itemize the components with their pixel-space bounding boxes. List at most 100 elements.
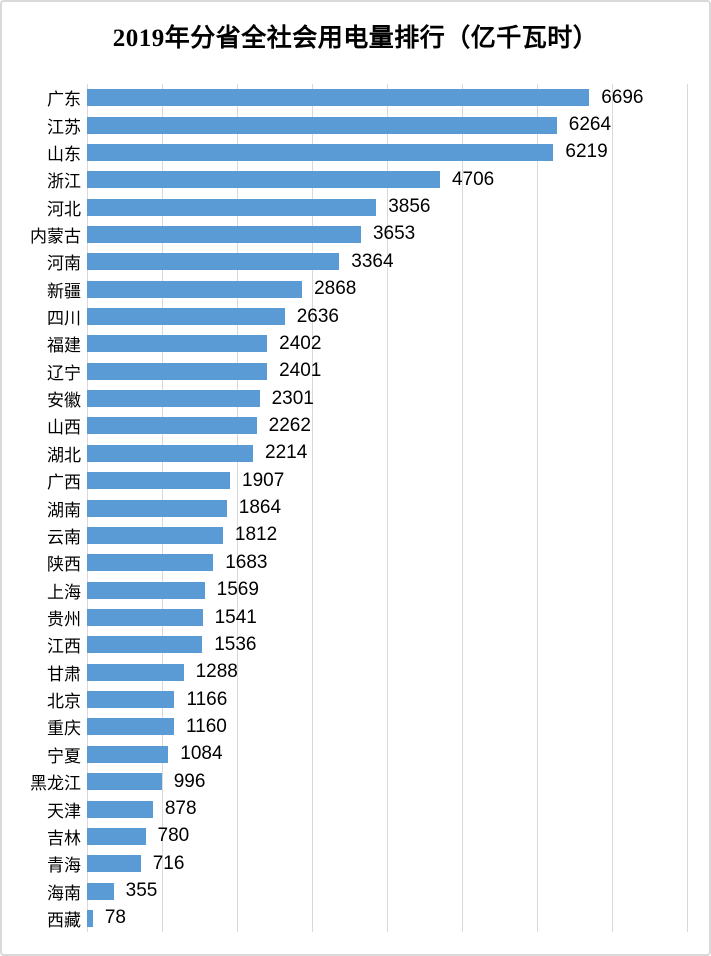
bar-zone: 716 xyxy=(87,850,709,877)
gridline xyxy=(312,84,313,932)
category-label: 山西 xyxy=(47,418,81,438)
bar-zone: 780 xyxy=(87,823,709,850)
bar-row: 海南 355 xyxy=(2,877,709,904)
value-label: 2301 xyxy=(271,387,314,409)
bar xyxy=(87,89,590,107)
bar-row: 贵州 1541 xyxy=(2,604,709,631)
category-label: 贵州 xyxy=(47,610,81,629)
bar xyxy=(87,198,377,216)
bar-zone: 6219 xyxy=(87,139,709,166)
bar-row: 重庆 1160 xyxy=(2,713,709,740)
gridline xyxy=(462,84,463,932)
bar xyxy=(87,526,223,544)
bar-row: 北京 1166 xyxy=(2,686,709,713)
bar-zone: 6264 xyxy=(87,111,709,138)
bar-zone: 1541 xyxy=(87,604,709,631)
bar xyxy=(87,882,114,900)
bar-row: 浙江 4706 xyxy=(2,166,709,193)
bar xyxy=(87,691,175,709)
bar-row: 广东 6696 xyxy=(2,84,709,111)
category-label: 山东 xyxy=(47,144,81,164)
value-label: 1166 xyxy=(186,688,228,710)
bar-zone: 2401 xyxy=(87,358,709,385)
value-label: 3364 xyxy=(351,250,394,272)
value-label: 1288 xyxy=(195,661,238,683)
value-label: 4706 xyxy=(451,168,495,190)
bar-row: 辽宁 2401 xyxy=(2,358,709,385)
value-label: 2402 xyxy=(279,332,322,354)
bar xyxy=(87,499,227,517)
category-label: 黑龙江 xyxy=(30,774,81,794)
value-label: 996 xyxy=(173,770,206,792)
bar-row: 上海 1569 xyxy=(2,576,709,603)
bar-row: 河北 3856 xyxy=(2,193,709,220)
gridline xyxy=(237,84,238,932)
category-label: 西藏 xyxy=(47,910,81,930)
category-label: 海南 xyxy=(47,883,81,903)
category-label: 吉林 xyxy=(47,828,81,848)
value-label: 1683 xyxy=(225,551,268,573)
bar-zone: 1683 xyxy=(87,549,709,576)
category-label: 新疆 xyxy=(47,281,81,301)
bar-zone: 1812 xyxy=(87,522,709,549)
value-label: 1541 xyxy=(214,606,257,628)
bar-row: 青海 716 xyxy=(2,850,709,877)
bar-zone: 1160 xyxy=(87,713,709,740)
value-label: 1812 xyxy=(234,524,278,546)
value-label: 780 xyxy=(157,825,190,847)
category-label: 甘肃 xyxy=(47,664,81,684)
category-label: 安徽 xyxy=(47,391,81,411)
bar-row: 山东 6219 xyxy=(2,139,709,166)
bar-zone: 3856 xyxy=(87,193,709,220)
bar xyxy=(87,581,205,599)
bar xyxy=(87,554,214,572)
value-label: 2868 xyxy=(314,278,357,300)
bar-row: 湖南 1864 xyxy=(2,494,709,521)
bar xyxy=(87,718,174,736)
bars-container: 广东 6696 江苏 6264 山东 6219 浙江 4706 河北 3856 内蒙古 3653 河南 3… xyxy=(2,84,709,932)
bar-zone: 1907 xyxy=(87,467,709,494)
value-label: 1907 xyxy=(242,469,285,491)
category-label: 天津 xyxy=(47,801,81,821)
category-label: 河北 xyxy=(47,199,81,219)
bar-zone: 2868 xyxy=(87,276,709,303)
value-label: 3653 xyxy=(372,223,416,245)
category-label: 浙江 xyxy=(47,172,81,192)
bar-zone: 355 xyxy=(87,877,709,904)
category-label: 上海 xyxy=(47,582,81,602)
bar-row: 宁夏 1084 xyxy=(2,741,709,768)
bar-zone: 1864 xyxy=(87,494,709,521)
bar xyxy=(87,609,203,626)
bar-row: 陕西 1683 xyxy=(2,549,709,576)
bar xyxy=(87,171,440,189)
bar-row: 黑龙江 996 xyxy=(2,768,709,795)
bar xyxy=(87,362,268,380)
category-label: 内蒙古 xyxy=(30,226,81,246)
category-label: 福建 xyxy=(47,336,81,356)
bar xyxy=(87,909,93,927)
category-label: 广东 xyxy=(47,90,81,110)
chart-title: 2019年分省全社会用电量排行（亿千瓦时） xyxy=(112,25,599,52)
bar-zone: 3653 xyxy=(87,221,709,248)
gridline xyxy=(612,84,613,932)
bar xyxy=(87,390,260,408)
bar-row: 西藏 78 xyxy=(2,905,709,932)
value-label: 2214 xyxy=(265,442,308,464)
category-label: 江西 xyxy=(47,637,81,657)
bar-row: 内蒙古 3653 xyxy=(2,221,709,248)
bar xyxy=(87,335,268,353)
category-label: 湖北 xyxy=(47,445,81,465)
bar xyxy=(87,280,303,298)
bar xyxy=(87,827,146,845)
bar-row: 广西 1907 xyxy=(2,467,709,494)
value-label: 1569 xyxy=(216,579,259,601)
bar-row: 安徽 2301 xyxy=(2,385,709,412)
value-label: 6219 xyxy=(565,141,608,163)
bar xyxy=(87,855,141,873)
category-label: 宁夏 xyxy=(47,746,81,766)
bar-row: 新疆 2868 xyxy=(2,276,709,303)
bar-zone: 878 xyxy=(87,795,709,822)
bar-zone: 78 xyxy=(87,905,709,932)
bar-zone: 2402 xyxy=(87,330,709,357)
